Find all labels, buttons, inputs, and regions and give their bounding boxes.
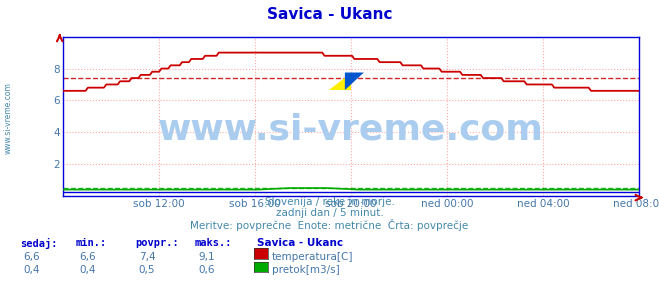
Text: min.:: min.:: [76, 238, 107, 248]
Text: 6,6: 6,6: [79, 252, 96, 262]
Polygon shape: [345, 72, 364, 90]
Text: Meritve: povprečne  Enote: metrične  Črta: povprečje: Meritve: povprečne Enote: metrične Črta:…: [190, 219, 469, 231]
Text: 9,1: 9,1: [198, 252, 215, 262]
Text: 0,4: 0,4: [79, 265, 96, 275]
Text: 6,6: 6,6: [23, 252, 40, 262]
Polygon shape: [329, 72, 351, 90]
Text: 7,4: 7,4: [138, 252, 156, 262]
Text: Savica - Ukanc: Savica - Ukanc: [267, 7, 392, 22]
Text: povpr.:: povpr.:: [135, 238, 179, 248]
Text: Slovenija / reke in morje.: Slovenija / reke in morje.: [264, 197, 395, 207]
Text: zadnji dan / 5 minut.: zadnji dan / 5 minut.: [275, 208, 384, 218]
Text: 0,6: 0,6: [198, 265, 215, 275]
Text: Savica - Ukanc: Savica - Ukanc: [257, 238, 343, 248]
Text: www.si-vreme.com: www.si-vreme.com: [3, 83, 13, 154]
Text: 0,5: 0,5: [138, 265, 156, 275]
Text: www.si-vreme.com: www.si-vreme.com: [158, 112, 544, 146]
Text: maks.:: maks.:: [194, 238, 232, 248]
Text: 0,4: 0,4: [23, 265, 40, 275]
Text: pretok[m3/s]: pretok[m3/s]: [272, 265, 339, 275]
Text: sedaj:: sedaj:: [20, 238, 57, 249]
Text: temperatura[C]: temperatura[C]: [272, 252, 353, 262]
